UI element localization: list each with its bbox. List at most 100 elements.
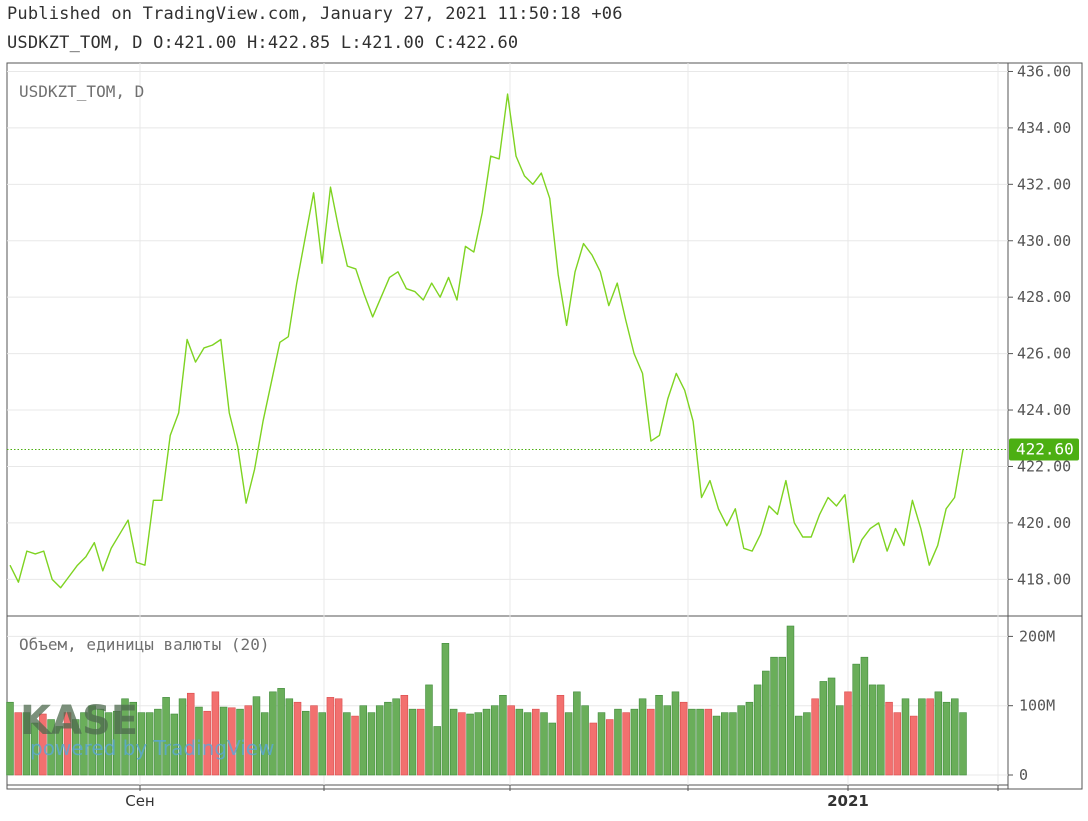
volume-bar — [688, 708, 696, 776]
volume-bar — [786, 625, 795, 776]
volume-bar — [515, 708, 524, 776]
volume-bar — [581, 705, 589, 776]
symbol-legend: USDKZT_TOM, D — [19, 82, 144, 101]
volume-bar — [113, 710, 121, 776]
volume-bar — [548, 722, 556, 776]
volume-bar — [868, 684, 877, 776]
volume-bar — [186, 692, 195, 776]
volume-bar — [351, 715, 359, 776]
volume-bar — [597, 712, 606, 776]
volume-bar — [696, 708, 704, 776]
ohlc-readout: USDKZT_TOM, D O:421.00 H:422.85 L:421.00… — [7, 33, 519, 53]
volume-bar — [490, 705, 499, 776]
volume-tick-label: 100M — [1019, 697, 1055, 715]
volume-bar — [104, 712, 113, 776]
volume-bar — [310, 705, 318, 776]
volume-bar — [638, 698, 647, 776]
volume-bar — [129, 701, 137, 776]
volume-bar — [474, 712, 483, 776]
volume-bar — [302, 710, 310, 776]
price-tick-label: 428.00 — [1017, 288, 1071, 306]
price-tick-label: 424.00 — [1017, 401, 1071, 419]
volume-bar — [6, 701, 14, 776]
volume-tick-label: 0 — [1019, 766, 1028, 784]
volume-bar — [47, 719, 55, 776]
volume-bar — [909, 715, 918, 776]
volume-bar — [573, 691, 581, 776]
volume-bar — [384, 701, 392, 776]
volume-bar — [39, 713, 47, 776]
volume-bar — [589, 722, 598, 776]
volume-bar — [622, 712, 630, 776]
volume-bar — [745, 701, 754, 776]
price-series — [9, 93, 964, 589]
volume-bar — [22, 712, 31, 776]
volume-bar — [811, 698, 819, 776]
volume-bar — [614, 708, 622, 776]
volume-bar — [770, 656, 778, 776]
volume-bar — [836, 705, 844, 776]
volume-bar — [277, 688, 285, 776]
volume-bar — [449, 708, 458, 776]
volume-bar — [605, 719, 614, 776]
volume-bar — [942, 701, 951, 776]
volume-bar — [260, 712, 269, 776]
volume-bar — [433, 726, 441, 776]
volume-bar — [425, 684, 433, 776]
volume-axis[interactable]: 0 100M 200M — [1008, 627, 1055, 784]
volume-bar — [178, 698, 187, 776]
volume-bar — [375, 705, 384, 776]
volume-bar — [482, 708, 491, 776]
price-tick-label: 436.00 — [1017, 62, 1071, 80]
volume-bar — [753, 684, 762, 776]
kase-logo-text: KASE — [20, 698, 138, 744]
price-tick-label: 426.00 — [1017, 345, 1071, 363]
volume-bar — [893, 712, 902, 776]
volume-bar — [556, 694, 565, 776]
volume-bar — [852, 663, 860, 776]
volume-bar — [778, 656, 787, 776]
volume-bar — [630, 708, 639, 776]
volume-bar — [88, 705, 96, 776]
volume-bar — [827, 677, 836, 776]
price-line — [9, 93, 964, 589]
last-price-tag: 422.60 — [1009, 438, 1079, 461]
price-tick-label: 434.00 — [1017, 119, 1071, 137]
volume-bar — [959, 712, 967, 776]
volume-bar — [647, 708, 655, 776]
time-axis[interactable]: Сен 2021 — [125, 785, 999, 810]
volume-bar — [844, 691, 852, 776]
volume-bar — [720, 712, 729, 776]
volume-bar — [523, 712, 532, 776]
volume-bar — [532, 708, 540, 776]
volume-bar — [252, 696, 261, 776]
volume-bar — [466, 713, 474, 776]
volume-bar — [359, 705, 368, 776]
volume-bar — [55, 726, 64, 776]
volume-bar — [704, 708, 713, 776]
volume-bar — [540, 712, 548, 776]
volume-bar — [14, 712, 22, 776]
volume-bar — [679, 701, 688, 776]
volume-legend: Объем, единицы валюты (20) — [19, 635, 269, 654]
volume-bar — [762, 670, 770, 776]
publish-info: Published on TradingView.com, January 27… — [7, 4, 623, 24]
volume-bar — [885, 701, 893, 776]
volume-bar — [901, 698, 910, 776]
volume-bar — [729, 712, 737, 776]
volume-bar — [860, 656, 869, 776]
volume-bars — [6, 625, 967, 776]
volume-bar — [663, 705, 671, 776]
price-tick-label: 422.00 — [1017, 457, 1071, 475]
price-axis[interactable]: 418.00 420.00 422.00 424.00 426.00 428.00 430.… — [1008, 62, 1071, 588]
volume-bar — [211, 691, 220, 776]
volume-bar — [334, 698, 343, 776]
volume-bar — [162, 697, 170, 776]
chart-frame — [6, 62, 1083, 790]
volume-bar — [318, 712, 326, 776]
volume-bar — [71, 719, 80, 776]
volume-bar — [228, 707, 236, 776]
volume-bar — [655, 694, 663, 776]
volume-tick-label: 200M — [1019, 627, 1055, 645]
